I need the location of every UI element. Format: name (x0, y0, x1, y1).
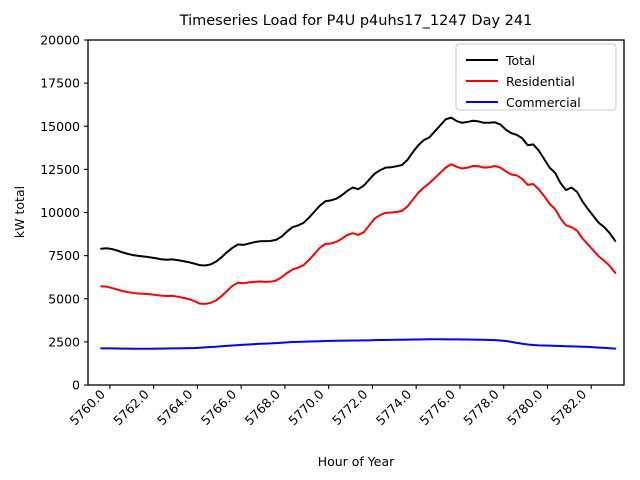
y-axis-label: kW total (12, 186, 27, 238)
x-axis-label: Hour of Year (318, 454, 395, 469)
chart-title: Timeseries Load for P4U p4uhs17_1247 Day… (179, 13, 533, 29)
y-tick-label: 12500 (40, 162, 80, 177)
y-tick-label: 0 (72, 378, 80, 393)
y-tick-label: 5000 (48, 291, 80, 306)
y-tick-label: 2500 (48, 334, 80, 349)
legend-label-total: Total (505, 53, 535, 68)
y-tick-label: 17500 (40, 76, 80, 91)
y-tick-label: 20000 (40, 33, 80, 48)
chart-legend: Total Residential Commercial (455, 43, 617, 111)
series-line-residential (100, 163, 617, 305)
legend-label-commercial: Commercial (506, 95, 581, 110)
series-line-commercial (100, 338, 617, 350)
y-tick-label: 15000 (40, 119, 80, 134)
y-axis-ticks: 0 2500 5000 7500 10000 12500 15000 17500 20000 (40, 33, 88, 393)
legend-label-residential: Residential (506, 74, 575, 89)
data-series-group (100, 116, 617, 350)
y-tick-label: 7500 (48, 248, 80, 263)
y-tick-label: 10000 (40, 205, 80, 220)
series-line-total (100, 116, 617, 267)
